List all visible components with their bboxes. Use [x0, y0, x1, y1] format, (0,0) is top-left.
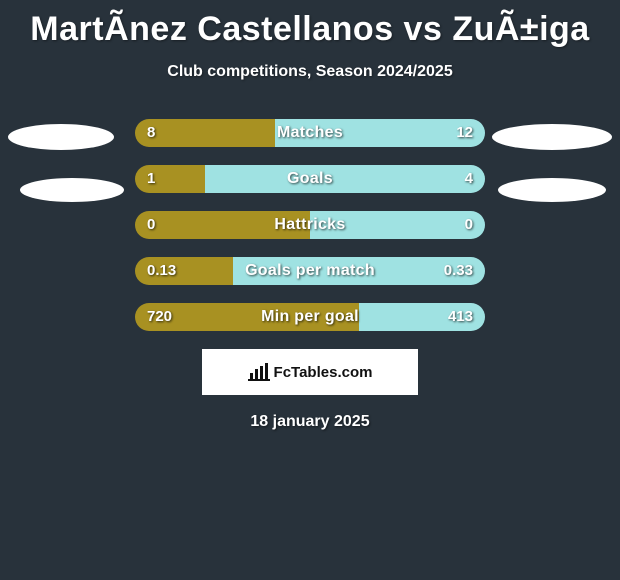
- stat-right-value: 0.33: [444, 257, 473, 285]
- barchart-icon: [248, 363, 270, 381]
- stat-label: Goals per match: [135, 257, 485, 285]
- stat-label: Goals: [135, 165, 485, 193]
- stat-label: Matches: [135, 119, 485, 147]
- stat-right-value: 12: [456, 119, 473, 147]
- stat-row: 0.13 Goals per match 0.33: [0, 257, 620, 285]
- date-text: 18 january 2025: [0, 413, 620, 431]
- stat-label: Min per goal: [135, 303, 485, 331]
- stat-row: 8 Matches 12: [0, 119, 620, 147]
- footer-brand-box: FcTables.com: [202, 349, 418, 395]
- page-title: MartÃ­nez Castellanos vs ZuÃ±iga: [0, 0, 620, 49]
- stat-label: Hattricks: [135, 211, 485, 239]
- footer-logo: FcTables.com: [248, 363, 373, 381]
- stats-container: 8 Matches 12 1 Goals 4 0 Hattricks 0 0.1…: [0, 119, 620, 331]
- stat-right-value: 413: [448, 303, 473, 331]
- stat-right-value: 4: [465, 165, 473, 193]
- subtitle: Club competitions, Season 2024/2025: [0, 63, 620, 81]
- stat-row: 0 Hattricks 0: [0, 211, 620, 239]
- stat-row: 1 Goals 4: [0, 165, 620, 193]
- stat-right-value: 0: [465, 211, 473, 239]
- footer-brand-text: FcTables.com: [274, 364, 373, 381]
- stat-row: 720 Min per goal 413: [0, 303, 620, 331]
